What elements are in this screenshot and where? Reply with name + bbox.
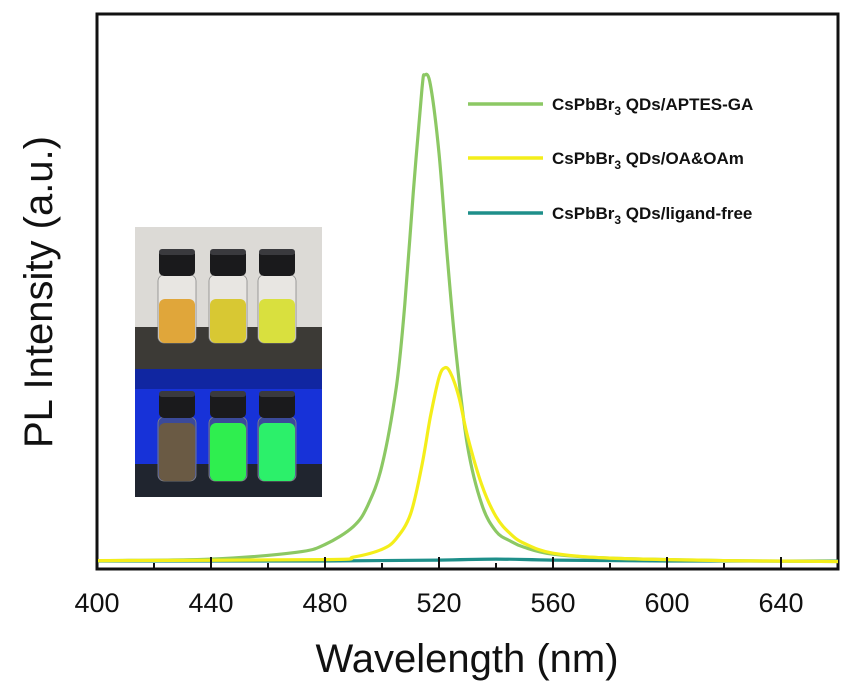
legend-label: CsPbBr3 QDs/ligand-free <box>552 204 752 227</box>
vial-liquid <box>159 299 195 343</box>
vial-cap <box>159 249 195 276</box>
inset-uv-panel <box>135 369 322 497</box>
vial-cap <box>259 391 295 418</box>
x-axis-title: Wavelength (nm) <box>315 637 618 681</box>
vial-liquid <box>259 299 295 343</box>
series-line-1 <box>96 72 839 564</box>
vial-liquid <box>210 299 246 343</box>
x-tick-label: 640 <box>758 588 803 618</box>
x-tick-label: 480 <box>302 588 347 618</box>
legend-label: CsPbBr3 QDs/APTES-GA <box>552 95 753 118</box>
y-axis-title: PL Intensity (a.u.) <box>17 136 61 448</box>
vial-liquid <box>259 423 295 481</box>
vial-liquid <box>159 423 195 481</box>
vial-cap <box>259 249 295 276</box>
vial-cap <box>159 391 195 418</box>
inset-daylight-panel <box>135 227 322 369</box>
series-line-2 <box>96 365 839 564</box>
vial-cap <box>210 249 246 276</box>
legend-label: CsPbBr3 QDs/OA&OAm <box>552 149 744 172</box>
x-tick-label: 600 <box>644 588 689 618</box>
vial-photo-inset <box>135 227 322 497</box>
vial-cap <box>210 391 246 418</box>
x-tick-label: 520 <box>416 588 461 618</box>
series-layer <box>96 72 839 564</box>
plot-frame <box>95 12 840 571</box>
x-tick-label: 440 <box>188 588 233 618</box>
x-tick-label: 560 <box>530 588 575 618</box>
x-tick-label: 400 <box>74 588 119 618</box>
vial-liquid <box>210 423 246 481</box>
x-axis-ticks: 400 440 480 520 560 600 640 <box>74 557 804 618</box>
legend: CsPbBr3 QDs/APTES-GA CsPbBr3 QDs/OA&OAm Cs… <box>468 95 753 227</box>
